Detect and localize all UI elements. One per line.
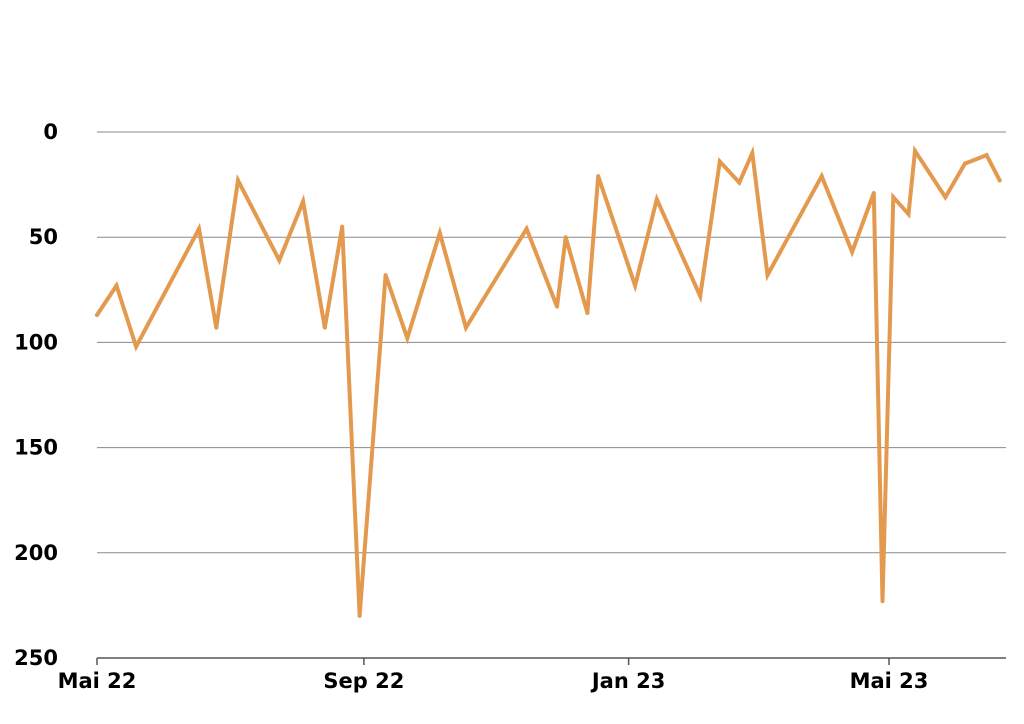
data-point [463,325,468,330]
x-axis: Mai 22 Sep 22 Jan 23 Mai 23 [58,657,1006,693]
data-point [405,336,410,341]
data-point [997,178,1002,183]
x-tick-label: Mai 23 [850,669,929,693]
data-point [913,148,918,153]
data-point [555,304,560,309]
data-point [871,191,876,196]
x-tick-label: Mai 22 [58,669,137,693]
data-point [524,226,529,231]
series-line [95,145,1002,617]
data-point [301,199,306,204]
data-point [633,283,638,288]
data-point [819,174,824,179]
data-point [236,178,241,183]
data-point [340,224,345,229]
data-point [906,212,911,217]
y-tick-label: 50 [29,225,58,249]
data-point [585,310,590,315]
series-layer [95,145,1002,618]
data-point [698,294,703,299]
data-point [214,325,219,330]
data-point [943,195,948,200]
y-tick-label: 0 [43,120,58,144]
y-tick-label: 150 [14,436,58,460]
data-point [357,613,362,618]
data-point [737,180,742,185]
data-point [196,226,201,231]
data-point [880,599,885,604]
data-point [383,273,388,278]
data-point [962,161,967,166]
data-point [277,258,282,263]
data-point [134,344,139,349]
data-point [891,195,896,200]
data-point [717,159,722,164]
data-point [322,325,327,330]
grid-lines [97,131,1006,554]
data-point [750,151,755,156]
y-axis-tick-labels: 0 50 100 150 200 250 [14,120,58,670]
data-point [765,273,770,278]
data-point [654,197,659,202]
y-tick-label: 250 [14,646,58,670]
x-tick-label: Sep 22 [323,669,404,693]
data-point [95,313,99,318]
x-tick-label: Jan 23 [590,669,665,693]
data-point [114,283,119,288]
data-point [596,174,601,179]
data-point [984,153,989,158]
data-point [850,249,855,254]
y-tick-label: 100 [14,330,58,354]
y-tick-label: 200 [14,541,58,565]
data-point [437,230,442,235]
data-point [563,235,568,240]
